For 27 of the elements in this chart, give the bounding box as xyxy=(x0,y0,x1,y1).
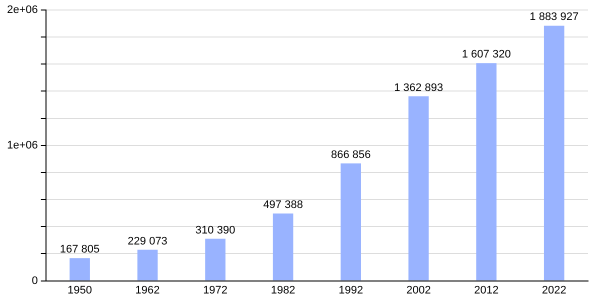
bar xyxy=(476,63,497,280)
data-label: 310 390 xyxy=(195,224,236,236)
bar xyxy=(340,163,361,280)
bar xyxy=(205,238,226,280)
data-label: 1 362 893 xyxy=(394,82,444,94)
data-label: 1 883 927 xyxy=(530,11,579,24)
data-label: 1 607 320 xyxy=(462,48,511,61)
y-tick-label: 0 xyxy=(32,274,38,287)
x-tick-label: 2022 xyxy=(542,284,566,296)
data-label: 229 073 xyxy=(128,235,168,248)
data-label: 866 856 xyxy=(330,148,371,161)
x-tick-label: 2012 xyxy=(474,284,499,296)
x-tick-label: 1992 xyxy=(338,284,364,296)
x-tick-label: 1950 xyxy=(68,284,92,296)
y-tick-label: 2e+06 xyxy=(6,4,38,16)
y-tick-label: 1e+06 xyxy=(6,139,38,152)
x-tick-label: 1972 xyxy=(203,284,228,296)
bar xyxy=(70,258,90,280)
data-label: 497 388 xyxy=(263,198,303,211)
bar xyxy=(272,213,294,280)
x-tick-label: 1962 xyxy=(135,284,160,296)
x-tick-label: 2002 xyxy=(406,284,431,296)
bar xyxy=(408,96,429,280)
x-tick-label: 1982 xyxy=(270,284,296,296)
bar xyxy=(544,26,564,280)
data-label: 167 805 xyxy=(60,244,100,256)
bar xyxy=(137,250,158,280)
